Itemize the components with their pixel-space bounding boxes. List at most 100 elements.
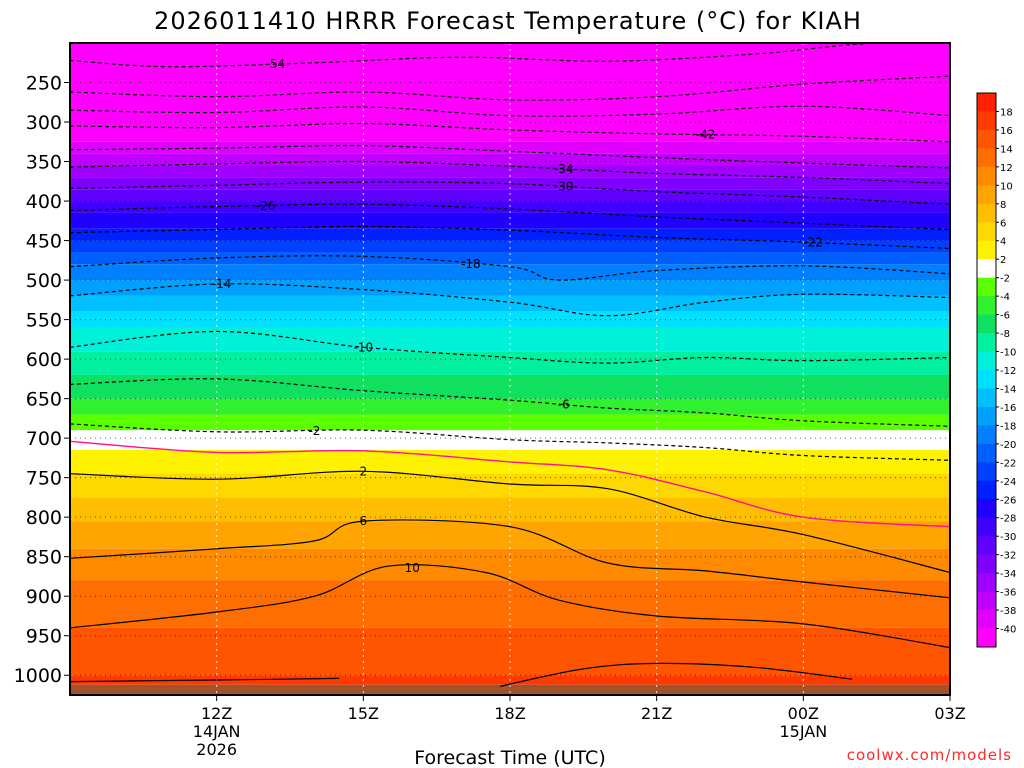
colorbar-label-26: -36 xyxy=(1000,588,1016,599)
colorbar-label-8: 2 xyxy=(1000,255,1006,266)
contour-6 xyxy=(70,519,950,599)
colorbar-label-25: -34 xyxy=(1000,569,1016,580)
colorbar-label-14: -12 xyxy=(1000,366,1016,377)
y-tick-label-1000: 1000 xyxy=(14,665,62,687)
colorbar-label-2: 14 xyxy=(1000,144,1013,155)
colorbar-swatch-17 xyxy=(977,406,996,426)
colorbar-label-16: -16 xyxy=(1000,403,1016,414)
colorbar-swatch-1 xyxy=(977,111,996,131)
temperature-band-29 xyxy=(70,684,950,695)
contour-label--22: -22 xyxy=(803,236,823,250)
contour-label--54: -54 xyxy=(266,57,286,71)
x-tick-label-12-2: 2026 xyxy=(196,740,237,759)
colorbar-swatch-24 xyxy=(977,536,996,556)
contour-label--6: -6 xyxy=(558,398,570,412)
x-tick-label-24-0: 00Z xyxy=(788,704,819,723)
colorbar-swatch-19 xyxy=(977,443,996,463)
y-tick-label-900: 900 xyxy=(26,586,62,608)
colorbar-swatch-10 xyxy=(977,277,996,297)
colorbar-label-3: 12 xyxy=(1000,163,1013,174)
contour-14 xyxy=(70,677,339,683)
colorbar-swatch-27 xyxy=(977,591,996,611)
x-tick-label-15-0: 15Z xyxy=(348,704,379,723)
colorbar-swatch-9 xyxy=(977,259,996,279)
temperature-band-7 xyxy=(70,212,950,229)
colorbar-label-7: 4 xyxy=(1000,237,1006,248)
colorbar-swatch-23 xyxy=(977,517,996,537)
contour--54 xyxy=(70,43,887,68)
x-tick-label-12-1: 14JAN xyxy=(193,722,241,741)
colorbar-label-5: 8 xyxy=(1000,200,1006,211)
contour-label-10: 10 xyxy=(405,561,420,575)
colorbar-label-15: -14 xyxy=(1000,384,1016,395)
colorbar-swatch-4 xyxy=(977,166,996,186)
colorbar-label-1: 16 xyxy=(1000,126,1013,137)
colorbar-swatch-16 xyxy=(977,388,996,408)
colorbar-swatch-26 xyxy=(977,573,996,592)
colorbar-label-4: 10 xyxy=(1000,181,1013,192)
temperature-band-22 xyxy=(70,473,950,498)
contour-label--42: -42 xyxy=(696,128,716,142)
colorbar-swatch-15 xyxy=(977,370,996,389)
colorbar-label-23: -30 xyxy=(1000,532,1016,543)
contour-label--26: -26 xyxy=(256,199,276,213)
colorbar-label-11: -6 xyxy=(1000,311,1010,322)
colorbar-label-9: -2 xyxy=(1000,274,1010,285)
colorbar-swatch-29 xyxy=(977,628,996,648)
colorbar-swatch-13 xyxy=(977,333,996,352)
contour-0 xyxy=(70,440,950,528)
temperature-band-23 xyxy=(70,497,950,522)
y-tick-label-500: 500 xyxy=(26,270,62,292)
temperature-band-2 xyxy=(70,153,950,166)
colorbar-label-18: -20 xyxy=(1000,440,1016,451)
colorbar-swatch-2 xyxy=(977,129,996,149)
colorbar-label-28: -40 xyxy=(1000,625,1016,636)
y-tick-label-400: 400 xyxy=(26,191,62,213)
colorbar-label-19: -22 xyxy=(1000,458,1016,469)
temperature-band-16 xyxy=(70,351,950,375)
colorbar-swatch-7 xyxy=(977,222,996,242)
y-tick-label-600: 600 xyxy=(26,349,62,371)
colorbar-swatch-14 xyxy=(977,351,996,371)
y-tick-label-950: 950 xyxy=(26,626,62,648)
contour-2 xyxy=(70,470,950,574)
contour-label--2: -2 xyxy=(308,424,320,438)
temperature-band-15 xyxy=(70,327,950,352)
contour-label--30: -30 xyxy=(554,180,574,194)
contour-14_5 xyxy=(500,662,853,687)
colorbar-swatch-0 xyxy=(977,93,996,112)
colorbar-label-6: 6 xyxy=(1000,218,1006,229)
temperature-band-4 xyxy=(70,177,950,190)
y-tick-label-300: 300 xyxy=(26,112,62,134)
colorbar-swatch-5 xyxy=(977,185,996,205)
contour-label--14: -14 xyxy=(212,277,232,291)
contour-label-6: 6 xyxy=(360,514,368,528)
contour-10 xyxy=(70,564,950,649)
x-tick-label-12-0: 12Z xyxy=(201,704,232,723)
y-tick-label-700: 700 xyxy=(26,428,62,450)
grid xyxy=(70,43,950,695)
temperature-band-3 xyxy=(70,165,950,178)
colorbar-swatch-3 xyxy=(977,148,996,168)
y-tick-label-450: 450 xyxy=(26,231,62,253)
colorbar-swatch-22 xyxy=(977,499,996,519)
contour--18 xyxy=(70,255,950,281)
colorbar-label-21: -26 xyxy=(1000,495,1016,506)
y-tick-label-550: 550 xyxy=(26,310,62,332)
colorbar-label-22: -28 xyxy=(1000,514,1016,525)
x-tick-label-18-0: 18Z xyxy=(494,704,525,723)
contour-label--10: -10 xyxy=(354,340,374,354)
y-axis: 250 300 350 400 450 500 550 600 650 700 750 800 850 9… xyxy=(14,73,70,687)
colorbar-label-27: -38 xyxy=(1000,606,1016,617)
contour--6 xyxy=(70,378,950,427)
contour--10 xyxy=(70,330,950,364)
colorbar-swatch-18 xyxy=(977,425,996,445)
colorbar-label-13: -10 xyxy=(1000,348,1016,359)
temperature-band-18 xyxy=(70,398,950,415)
colorbar-label-10: -4 xyxy=(1000,292,1010,303)
temperature-band-13 xyxy=(70,295,950,312)
colorbar-swatch-21 xyxy=(977,480,996,500)
credit-link[interactable]: coolwx.com/models xyxy=(847,746,1012,764)
